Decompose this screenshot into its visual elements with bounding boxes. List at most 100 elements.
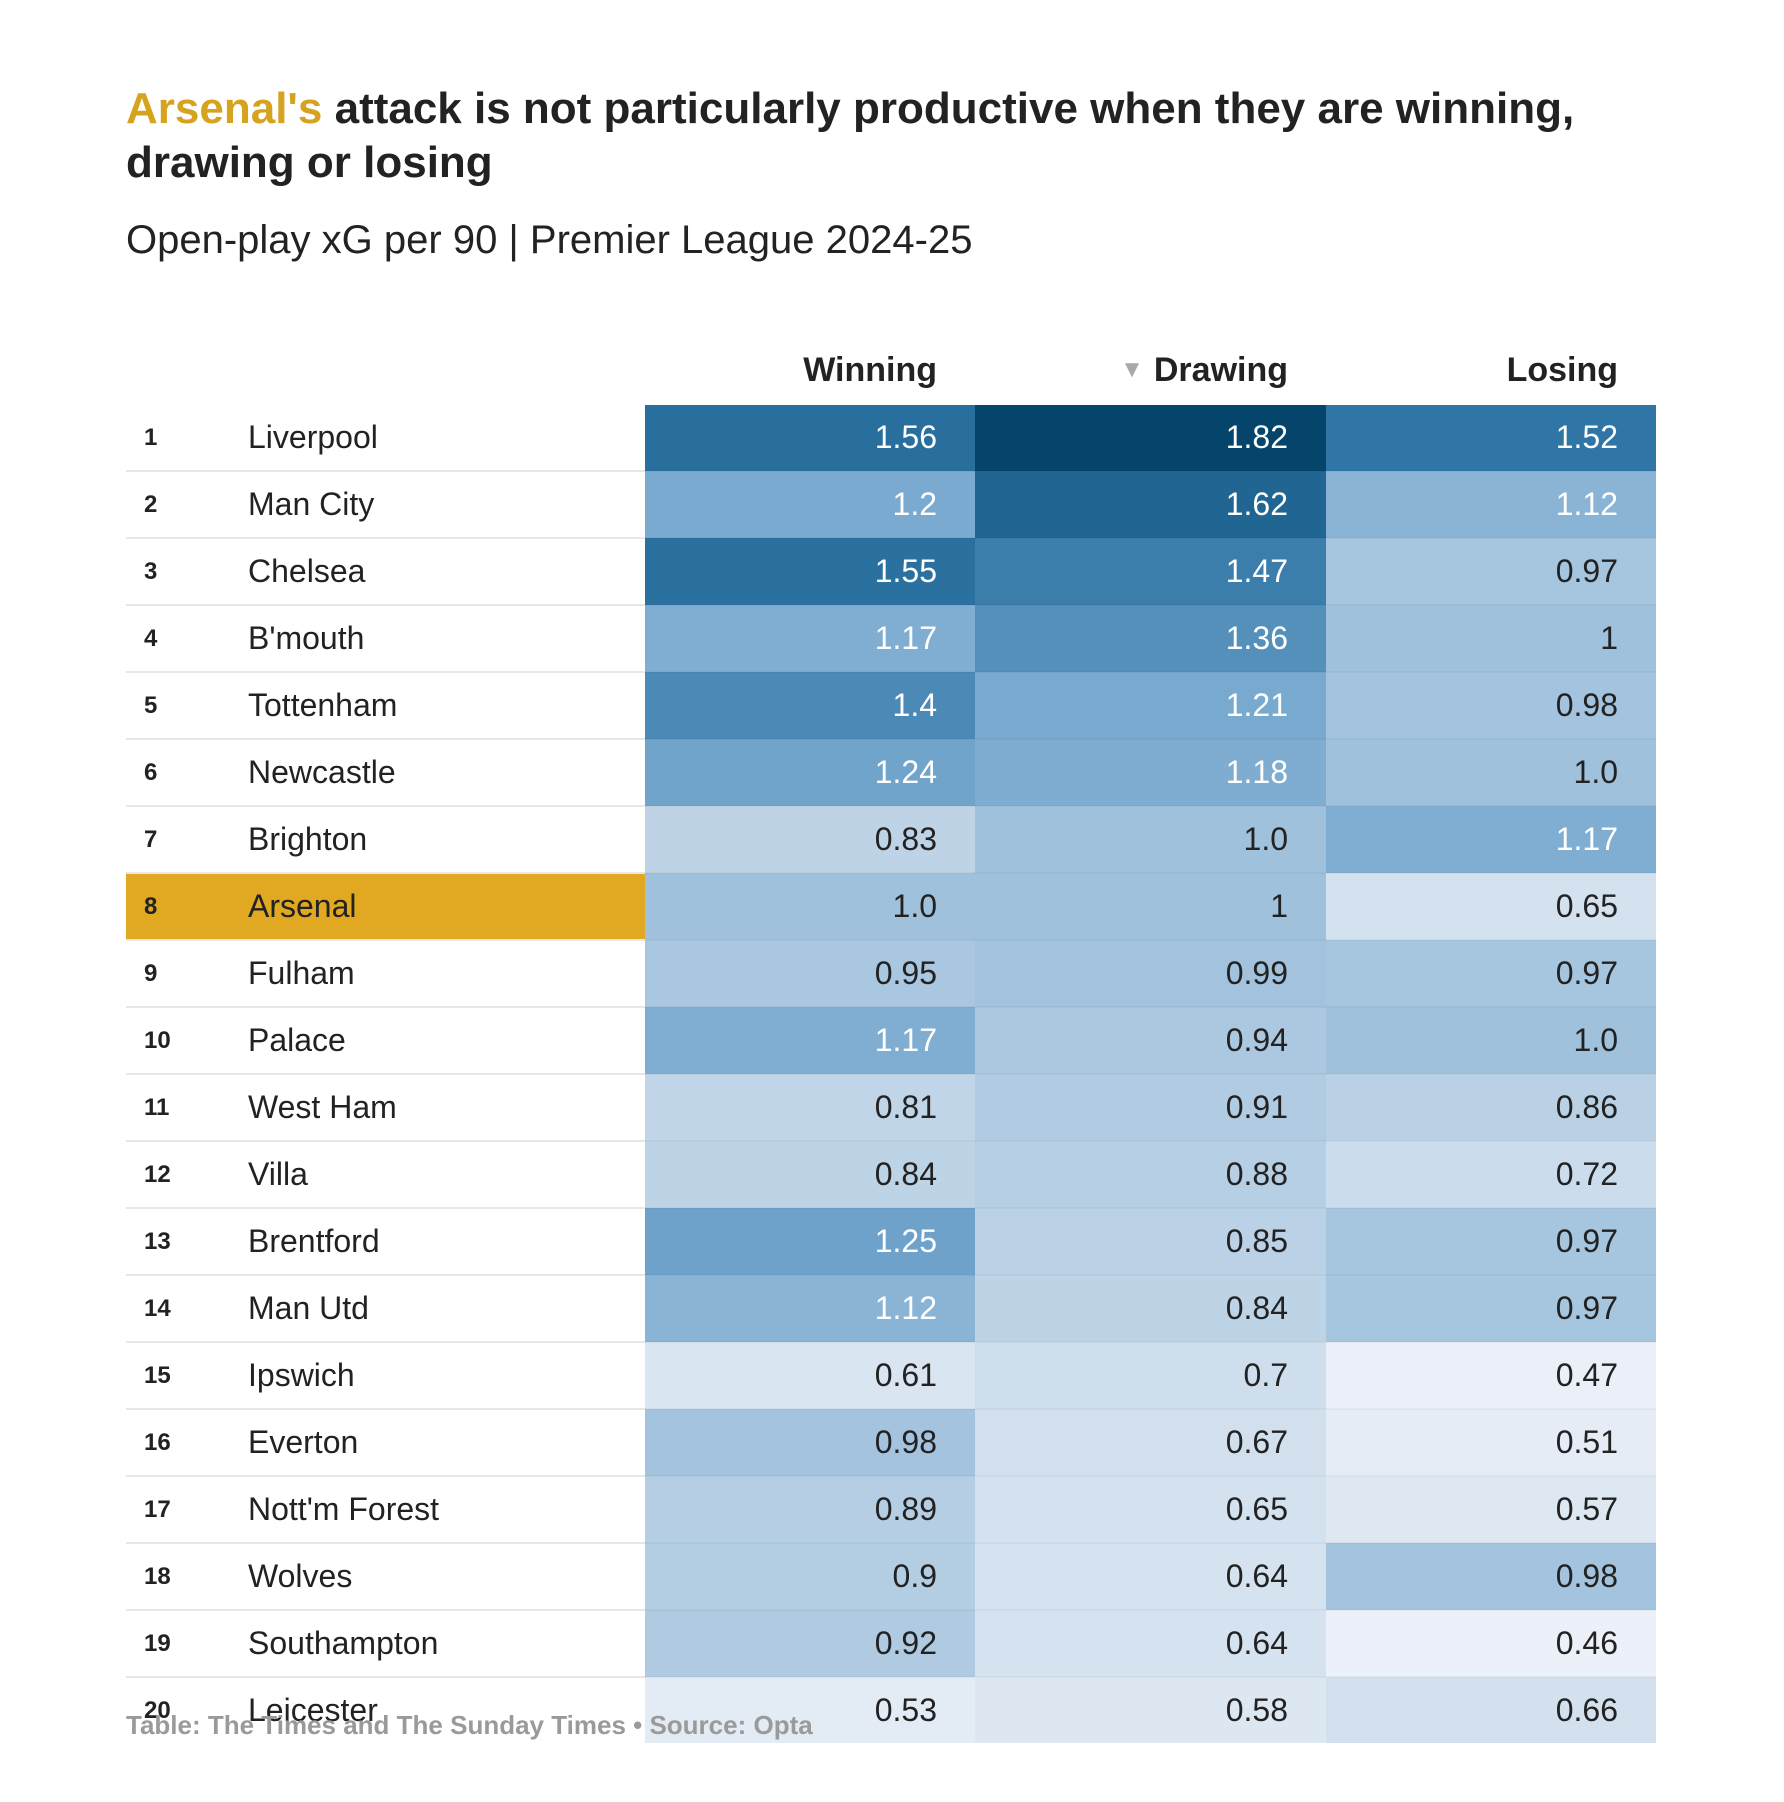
team-cell: Chelsea	[231, 538, 645, 606]
drawing-value-cell: 1.82	[975, 405, 1326, 471]
losing-value-cell: 0.65	[1326, 873, 1656, 940]
drawing-value-cell: 1.47	[975, 538, 1326, 605]
winning-value-cell: 1.2	[645, 471, 975, 538]
team-cell: Leicester	[248, 1692, 378, 1728]
table-row: 3 Chelsea 1.55 1.47 0.97	[126, 538, 1656, 606]
rank-cell: 12	[126, 1141, 231, 1209]
rank-cell: 6	[126, 739, 231, 807]
drawing-value-cell: 1.18	[975, 739, 1326, 806]
losing-value-cell: 0.97	[1326, 538, 1656, 605]
team-cell: Liverpool	[231, 405, 645, 472]
rank-cell: 3	[126, 538, 231, 606]
rank-cell: 9	[126, 940, 231, 1008]
table-row: 8 Arsenal 1.0 1 0.65	[126, 873, 1656, 941]
winning-value-cell: 1.17	[645, 1007, 975, 1074]
table-row: 12 Villa 0.84 0.88 0.72	[126, 1141, 1656, 1209]
drawing-value-cell: 0.58	[975, 1677, 1326, 1743]
losing-value-cell: 1.12	[1326, 471, 1656, 538]
table-row: 9 Fulham 0.95 0.99 0.97	[126, 940, 1656, 1008]
table-body: 1 Liverpool 1.56 1.82 1.52 2 Man City 1.2 1.62 1.…	[126, 405, 1656, 1743]
header-drawing-label: Drawing	[1153, 350, 1288, 389]
losing-value-cell: 0.86	[1326, 1074, 1656, 1141]
table-row: 5 Tottenham 1.4 1.21 0.98	[126, 672, 1656, 740]
losing-value-cell: 0.66	[1326, 1677, 1656, 1743]
losing-value-cell: 0.97	[1326, 940, 1656, 1007]
drawing-value-cell: 0.99	[975, 940, 1326, 1007]
team-cell: Villa	[231, 1141, 645, 1209]
team-cell: Everton	[231, 1409, 645, 1477]
team-cell: Southampton	[231, 1610, 645, 1678]
winning-value-cell: 0.81	[645, 1074, 975, 1141]
rank-cell: 10	[126, 1007, 231, 1075]
winning-value-cell: 1.25	[645, 1208, 975, 1275]
losing-value-cell: 0.72	[1326, 1141, 1656, 1208]
table-row: 20 Leicester 0.53 0.58 0.66	[126, 1677, 1656, 1743]
chart-title: Arsenal's attack is not particularly pro…	[126, 82, 1686, 190]
team-cell: Newcastle	[231, 739, 645, 807]
table-row: 18 Wolves 0.9 0.64 0.98	[126, 1543, 1656, 1611]
table-row: 13 Brentford 1.25 0.85 0.97	[126, 1208, 1656, 1276]
table-row: 17 Nott'm Forest 0.89 0.65 0.57	[126, 1476, 1656, 1544]
winning-value-cell: 0.61	[645, 1342, 975, 1409]
losing-value-cell: 1.52	[1326, 405, 1656, 471]
table-row: 4 B'mouth 1.17 1.36 1	[126, 605, 1656, 673]
drawing-value-cell: 0.84	[975, 1275, 1326, 1342]
rank-cell: 14	[126, 1275, 231, 1343]
table-row: 7 Brighton 0.83 1.0 1.17	[126, 806, 1656, 874]
losing-value-cell: 0.98	[1326, 672, 1656, 739]
header-winning[interactable]: Winning	[645, 335, 975, 405]
rank-cell: 2	[126, 471, 231, 539]
title-highlight: Arsenal's	[126, 84, 323, 133]
rank-cell: 1	[126, 405, 231, 472]
losing-value-cell: 1.0	[1326, 739, 1656, 806]
winning-value-cell: 1.12	[645, 1275, 975, 1342]
team-cell: Brentford	[231, 1208, 645, 1276]
rank-cell: 18	[126, 1543, 231, 1611]
rank-cell: 5	[126, 672, 231, 740]
drawing-value-cell: 0.64	[975, 1610, 1326, 1677]
drawing-value-cell: 1.36	[975, 605, 1326, 672]
losing-value-cell: 0.51	[1326, 1409, 1656, 1476]
rank-cell: 8	[126, 873, 231, 941]
winning-value-cell: 0.53	[645, 1677, 975, 1743]
data-table: Winning ▼ Drawing Losing 1 Liverpool 1.56 1.…	[126, 335, 1656, 1743]
winning-value-cell: 0.83	[645, 806, 975, 873]
winning-value-cell: 1.17	[645, 605, 975, 672]
drawing-value-cell: 0.88	[975, 1141, 1326, 1208]
drawing-value-cell: 0.64	[975, 1543, 1326, 1610]
rank-cell: 11	[126, 1074, 231, 1142]
team-cell: B'mouth	[231, 605, 645, 673]
losing-value-cell: 0.57	[1326, 1476, 1656, 1543]
winning-value-cell: 1.56	[645, 405, 975, 471]
drawing-value-cell: 1.62	[975, 471, 1326, 538]
header-losing-label: Losing	[1506, 350, 1618, 389]
winning-value-cell: 1.24	[645, 739, 975, 806]
table-row: 1 Liverpool 1.56 1.82 1.52	[126, 405, 1656, 472]
winning-value-cell: 1.0	[645, 873, 975, 940]
losing-value-cell: 0.97	[1326, 1275, 1656, 1342]
team-cell: Man Utd	[231, 1275, 645, 1343]
winning-value-cell: 0.9	[645, 1543, 975, 1610]
rank-cell: 17	[126, 1476, 231, 1544]
rank-cell: 19	[126, 1610, 231, 1678]
winning-value-cell: 0.92	[645, 1610, 975, 1677]
drawing-value-cell: 1.21	[975, 672, 1326, 739]
winning-value-cell: 0.89	[645, 1476, 975, 1543]
winning-value-cell: 0.95	[645, 940, 975, 1007]
drawing-value-cell: 1.0	[975, 806, 1326, 873]
losing-value-cell: 0.47	[1326, 1342, 1656, 1409]
header-rank	[126, 335, 231, 405]
team-cell: Man City	[231, 471, 645, 539]
drawing-value-cell: 0.65	[975, 1476, 1326, 1543]
header-row: Winning ▼ Drawing Losing	[126, 335, 1656, 405]
table-header: Winning ▼ Drawing Losing	[126, 335, 1656, 405]
title-rest: attack is not particularly productive wh…	[126, 84, 1575, 187]
table-row: 15 Ipswich 0.61 0.7 0.47	[126, 1342, 1656, 1410]
drawing-value-cell: 0.94	[975, 1007, 1326, 1074]
header-drawing[interactable]: ▼ Drawing	[975, 335, 1326, 405]
winning-value-cell: 1.4	[645, 672, 975, 739]
drawing-value-cell: 0.91	[975, 1074, 1326, 1141]
team-cell: Nott'm Forest	[231, 1476, 645, 1544]
table-row: 2 Man City 1.2 1.62 1.12	[126, 471, 1656, 539]
header-losing[interactable]: Losing	[1326, 335, 1656, 405]
